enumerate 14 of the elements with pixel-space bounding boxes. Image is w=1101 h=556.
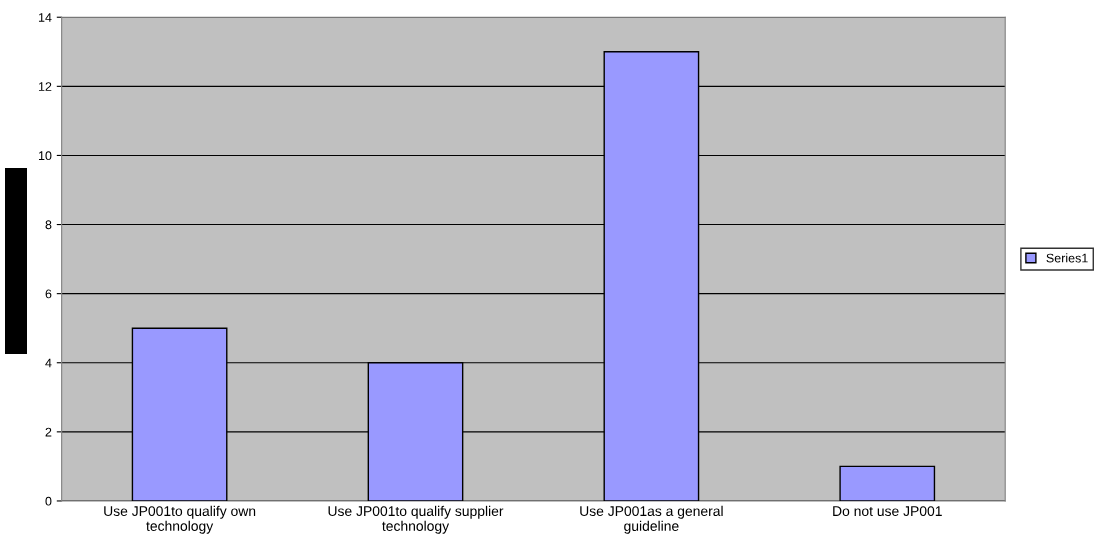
- y-tick-label: 14: [38, 13, 52, 22]
- x-tick-label: Do not use JP001: [833, 506, 942, 517]
- x-tick-label: Use JP001to qualify supplier technology: [328, 505, 504, 534]
- y-tick-label: 4: [45, 358, 52, 368]
- y-tick-label: 12: [38, 82, 52, 91]
- legend-label: Series1: [1046, 253, 1088, 263]
- y-tick-label: 10: [38, 151, 52, 161]
- y-tick-label: 8: [45, 220, 52, 230]
- y-tick-label: 0: [45, 496, 52, 506]
- bar: [839, 465, 936, 501]
- y-tick-label: 2: [45, 427, 52, 437]
- x-tick-label: Use JP001as a general guideline: [580, 505, 723, 534]
- y-tick-label: 6: [45, 289, 52, 299]
- x-tick-label: Use JP001to qualify own technology: [104, 505, 256, 534]
